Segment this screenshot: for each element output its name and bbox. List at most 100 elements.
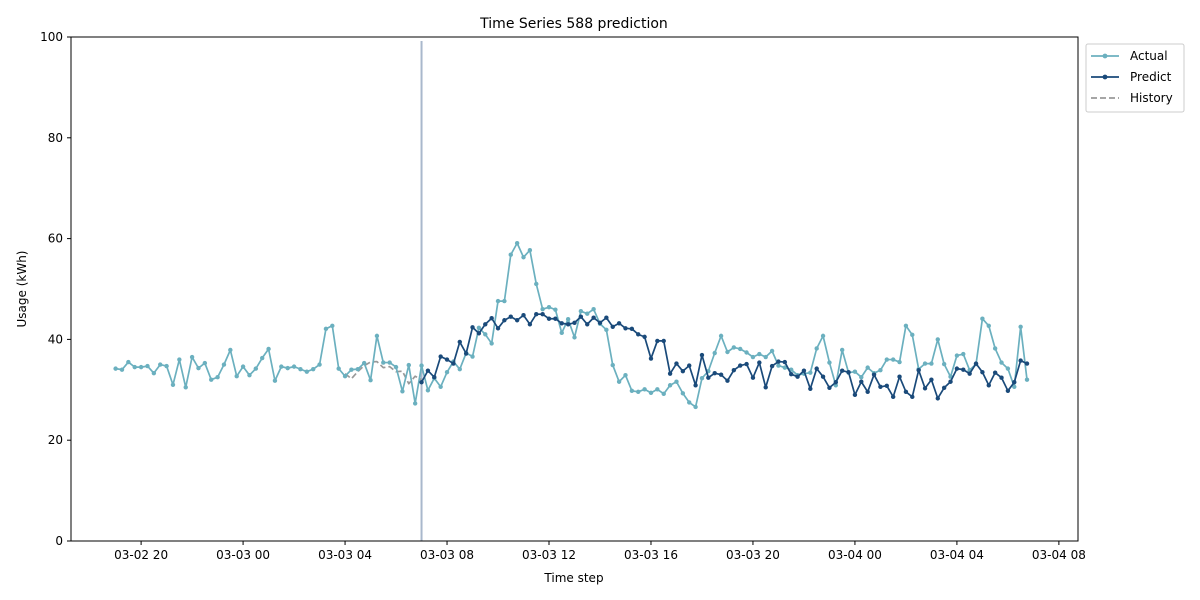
- y-tick-label: 40: [48, 332, 63, 346]
- data-point-actual: [266, 346, 271, 352]
- data-point-actual: [604, 327, 609, 333]
- data-point-predict: [750, 375, 756, 380]
- x-tick-label: 03-03 20: [726, 548, 780, 562]
- data-point-predict: [540, 312, 545, 317]
- data-point-predict: [674, 361, 679, 366]
- data-point-actual: [361, 360, 367, 366]
- data-point-predict: [610, 324, 615, 329]
- y-tick-label: 0: [55, 534, 63, 548]
- data-point-predict: [1012, 380, 1017, 385]
- data-point-predict: [769, 363, 775, 369]
- data-point-predict: [782, 359, 788, 365]
- data-point-predict: [814, 366, 819, 371]
- data-point-predict: [514, 318, 520, 323]
- data-point-actual: [151, 370, 157, 376]
- data-point-predict: [973, 361, 979, 366]
- data-point-predict: [852, 392, 858, 398]
- data-point-predict: [578, 314, 584, 319]
- data-point-actual: [623, 372, 628, 378]
- data-point-actual: [183, 385, 188, 390]
- data-point-actual: [667, 383, 673, 388]
- x-tick-label: 03-04 00: [828, 548, 882, 562]
- data-point-predict: [935, 396, 940, 401]
- data-point-actual: [820, 333, 826, 339]
- data-point-actual: [476, 325, 482, 331]
- legend-item-history: History: [1091, 91, 1173, 105]
- data-point-actual: [1024, 377, 1030, 382]
- data-point-actual: [483, 332, 488, 337]
- data-point-actual: [980, 316, 985, 321]
- data-point-actual: [674, 379, 679, 384]
- data-point-actual: [897, 359, 902, 365]
- data-point-actual: [457, 366, 462, 372]
- data-point-actual: [113, 366, 118, 371]
- data-point-predict: [604, 315, 609, 320]
- data-point-actual: [189, 354, 195, 360]
- data-point-actual: [585, 311, 590, 316]
- series-predict: [419, 312, 1030, 401]
- data-point-predict: [565, 322, 571, 327]
- data-point-actual: [164, 363, 169, 369]
- data-point-predict: [846, 369, 851, 375]
- data-point-predict: [489, 316, 494, 321]
- data-point-predict: [559, 321, 564, 326]
- data-point-predict: [897, 374, 902, 379]
- data-point-predict: [961, 367, 966, 372]
- data-point-predict: [941, 385, 947, 390]
- data-point-predict: [495, 326, 501, 331]
- data-point-actual: [170, 382, 176, 387]
- data-point-actual: [412, 401, 418, 406]
- data-point-predict: [948, 379, 953, 384]
- data-point-predict: [661, 338, 666, 344]
- data-point-actual: [381, 360, 386, 365]
- data-point-actual: [629, 388, 635, 394]
- data-point-predict: [878, 384, 883, 389]
- data-point-predict: [738, 363, 743, 368]
- data-point-actual: [878, 367, 883, 373]
- data-point-actual: [699, 376, 705, 381]
- data-point-predict: [483, 322, 488, 327]
- data-point-actual: [132, 364, 137, 370]
- data-point-predict: [776, 359, 781, 364]
- data-point-actual: [999, 360, 1004, 365]
- data-point-predict: [648, 356, 654, 361]
- data-point-actual: [285, 365, 290, 371]
- data-point-actual: [922, 361, 928, 366]
- data-point-predict: [929, 377, 934, 382]
- data-point-predict: [763, 385, 768, 390]
- plot-area: [113, 41, 1030, 541]
- series-line-history: [344, 360, 422, 385]
- data-point-predict: [865, 389, 870, 395]
- data-point-predict: [884, 383, 889, 388]
- data-point-actual: [425, 388, 431, 393]
- data-point-predict: [992, 370, 998, 375]
- data-point-predict: [954, 366, 960, 371]
- data-point-actual: [502, 298, 507, 304]
- axes-frame: [70, 36, 1079, 542]
- data-point-actual: [444, 369, 450, 375]
- data-point-predict: [534, 312, 539, 317]
- data-point-predict: [725, 378, 730, 383]
- x-axis-label: Time step: [543, 571, 603, 585]
- data-point-predict: [1018, 358, 1023, 363]
- data-point-predict: [508, 314, 513, 319]
- data-point-actual: [234, 373, 239, 379]
- data-point-actual: [406, 362, 411, 368]
- data-point-predict: [616, 321, 622, 326]
- data-point-predict: [890, 394, 896, 400]
- y-axis-label: Usage (kWh): [15, 251, 29, 328]
- data-point-actual: [750, 354, 756, 360]
- data-point-predict: [419, 380, 424, 385]
- data-point-predict: [553, 316, 558, 321]
- y-tick-label: 80: [48, 131, 63, 145]
- data-point-actual: [387, 360, 392, 365]
- data-point-predict: [706, 375, 711, 380]
- data-point-actual: [712, 350, 717, 356]
- data-point-actual: [725, 349, 730, 355]
- data-point-actual: [253, 366, 259, 371]
- data-point-predict: [432, 375, 437, 380]
- data-point-actual: [368, 378, 373, 383]
- data-point-actual: [859, 375, 864, 380]
- data-point-actual: [744, 350, 749, 355]
